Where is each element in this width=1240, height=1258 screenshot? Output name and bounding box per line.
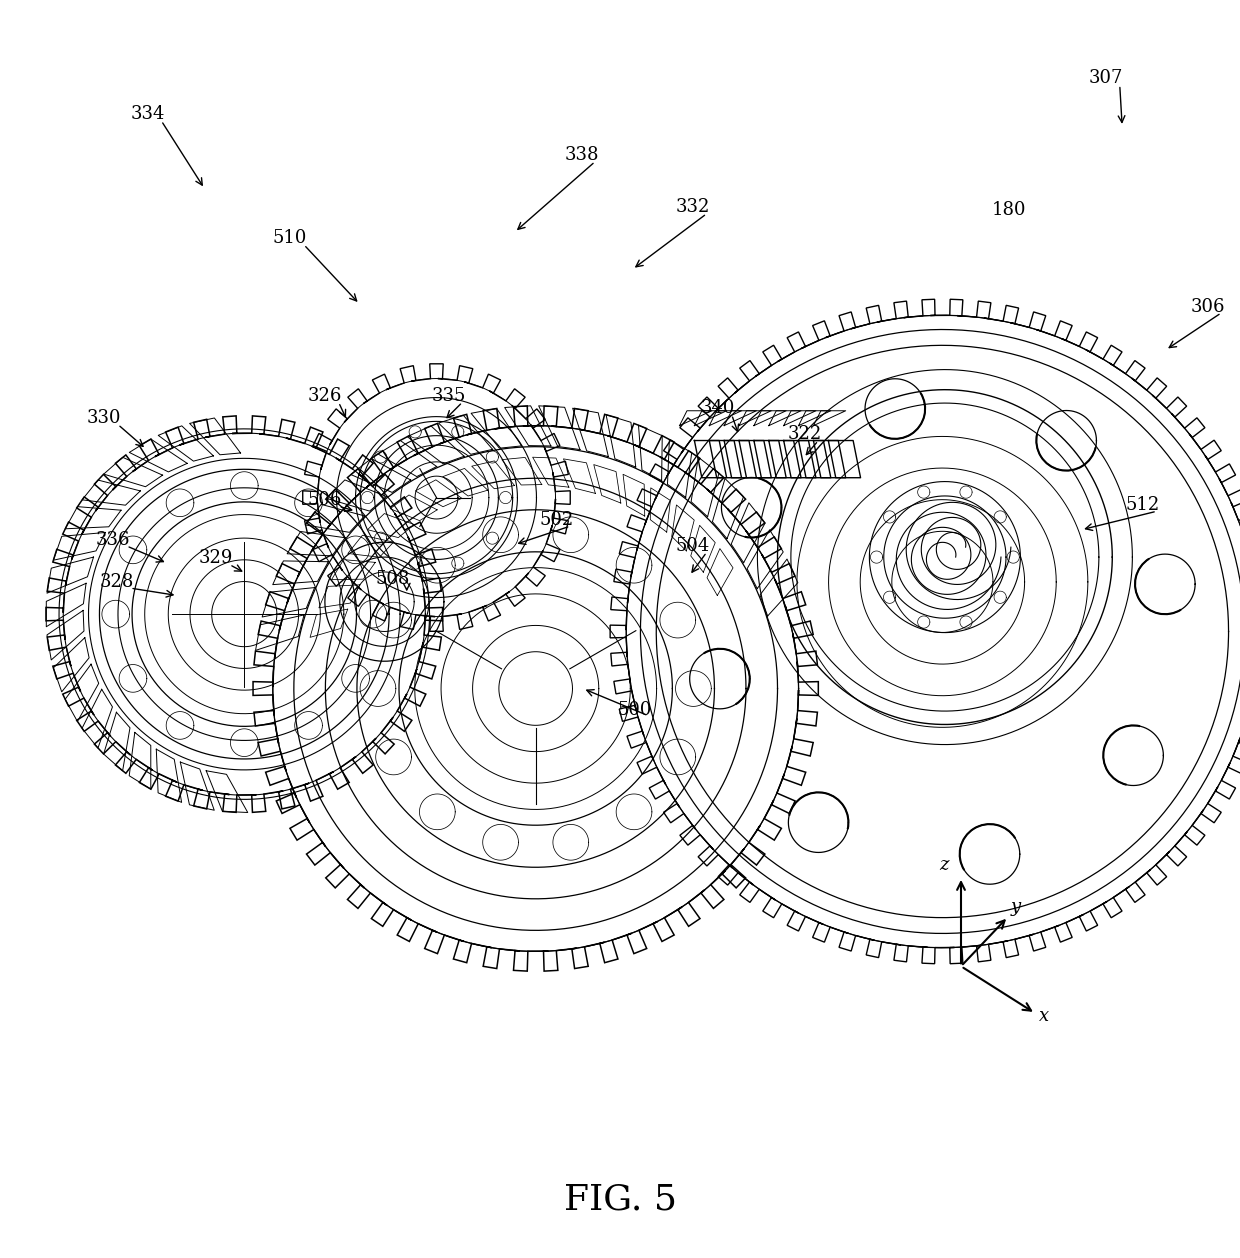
Text: 330: 330 [87,409,122,428]
Text: 180: 180 [992,201,1027,219]
Text: 336: 336 [95,531,130,548]
Text: 504: 504 [676,537,711,555]
Text: 307: 307 [1089,69,1123,88]
Text: 306: 306 [1190,298,1225,316]
Text: 329: 329 [198,550,233,567]
Text: 326: 326 [308,387,342,405]
Text: 510: 510 [273,229,308,248]
Text: z: z [939,855,949,873]
Text: x: x [1039,1006,1049,1025]
Text: 328: 328 [99,572,134,591]
Text: 512: 512 [1126,496,1161,515]
Text: 500: 500 [618,701,652,718]
Text: 508: 508 [376,570,410,589]
Text: 502: 502 [539,511,574,528]
Text: 340: 340 [701,399,735,418]
Text: 332: 332 [676,199,711,216]
Text: y: y [1011,898,1021,916]
Text: 335: 335 [432,387,466,405]
Text: 322: 322 [787,425,822,443]
Text: FIG. 5: FIG. 5 [563,1183,677,1216]
Text: 506: 506 [308,491,342,509]
Text: 334: 334 [130,106,165,123]
Text: 338: 338 [564,146,599,165]
